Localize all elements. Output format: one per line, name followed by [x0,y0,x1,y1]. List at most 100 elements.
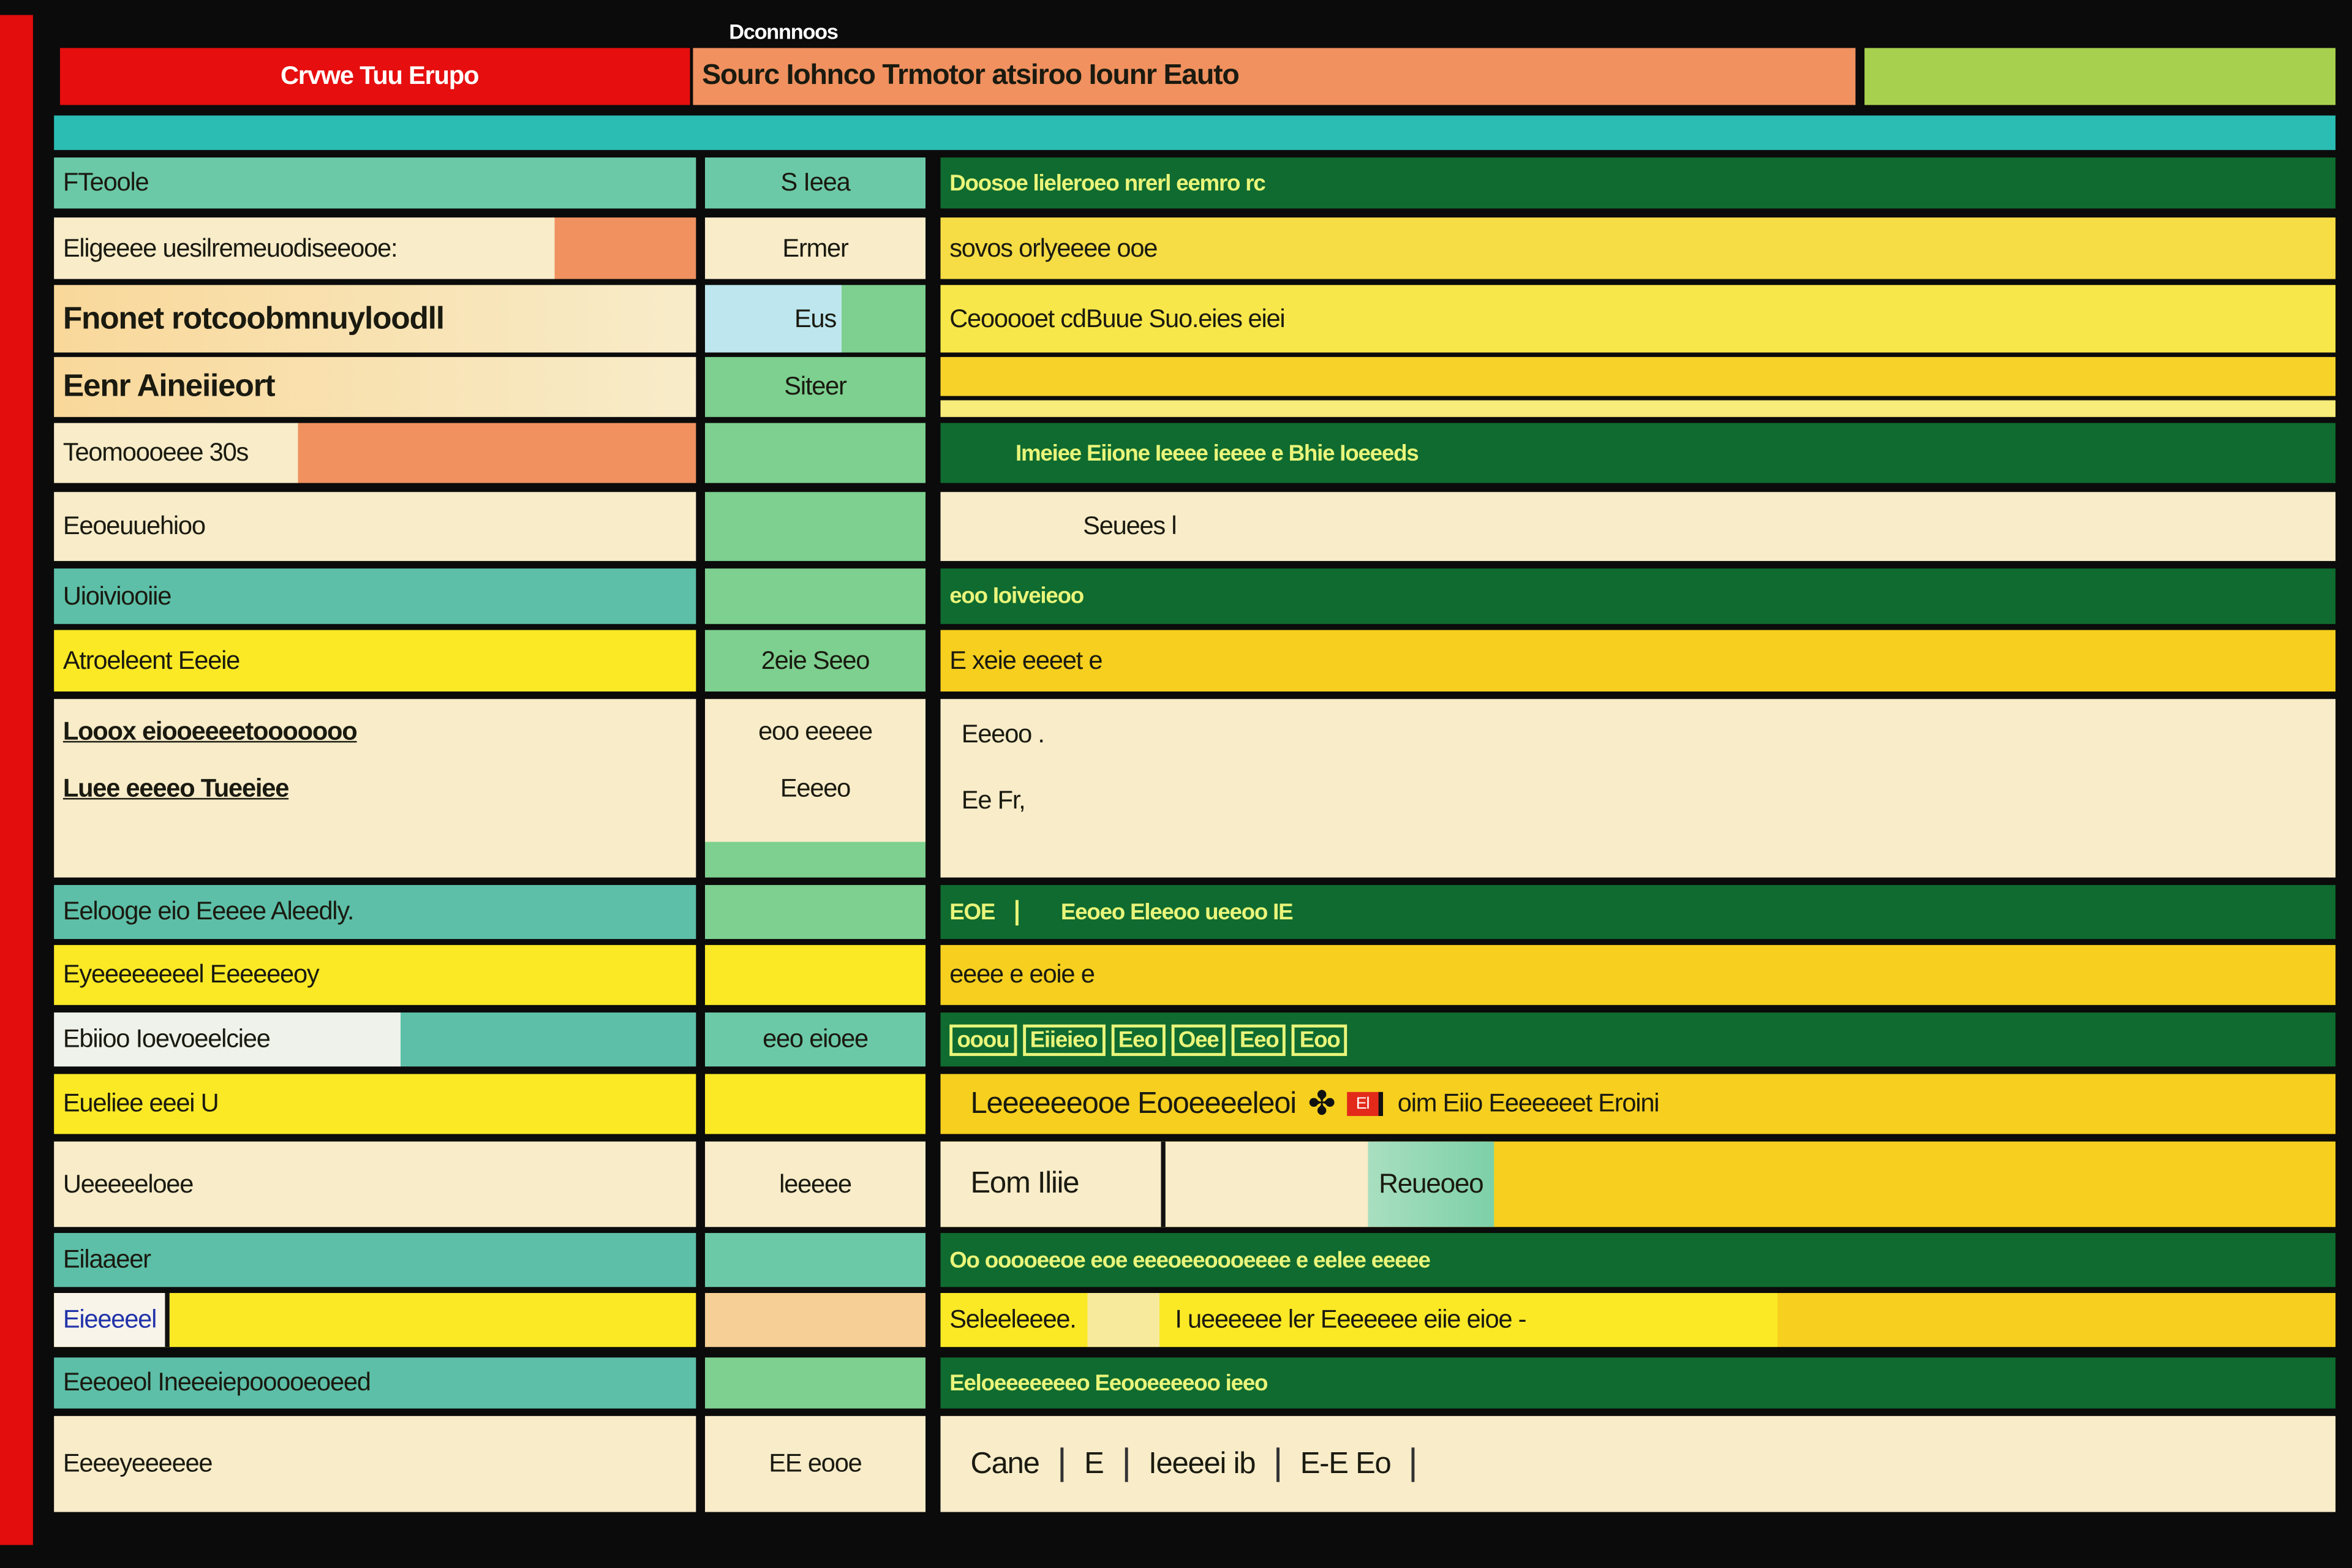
row-value[interactable] [705,1074,926,1134]
row-value[interactable]: eoo eeeee Eeeeo [705,699,926,878]
row-detail[interactable]: Oo ooooeeoe eoe eeeoeeoooeeee e eelee ee… [940,1233,2336,1287]
row-value[interactable] [705,944,926,1005]
detail-text-secondary: eiei [1248,303,1286,333]
detail-text-secondary: Ee Fr, [961,786,1026,815]
detail-text: Eeloeeeeeeeo Eeooeeeeoo ieeo [949,1370,1268,1396]
app-label: Crvwe Tuu Erupo [59,48,690,105]
row-detail[interactable]: Ceooooet cdBuue Suo.eies eiei [940,285,2336,353]
row-label[interactable]: Ueeeeeloee [54,1141,696,1227]
row-value[interactable]: Siteer [705,356,926,417]
row-detail[interactable]: Eeloeeeeeeeo Eeooeeeeoo ieeo [940,1357,2336,1409]
detail-text: Seuees l [1083,511,1177,540]
segment[interactable]: Cane [949,1447,1063,1482]
row-label[interactable]: Atroeleent Eeeie [54,630,696,692]
detail-text: eoo Ioiveieoo [949,583,1084,609]
detail-text-secondary: oim Eiio Eeeeeeet Eroini [1397,1088,1660,1118]
row-label[interactable]: Eenr Aineiieort [54,356,696,417]
row-label[interactable]: Eueliee eeei U [54,1074,696,1134]
header-status-block [1864,48,2336,105]
row-link[interactable]: Eieeeeel [54,1293,170,1348]
row-detail[interactable]: Seleeleeee. I ueeeeee ler Eeeeeee eiie ei… [940,1293,2336,1348]
row-value[interactable] [705,884,926,940]
row-value[interactable]: S Ieea [705,157,926,209]
row-value[interactable] [705,568,926,624]
segment[interactable]: Ieeeei ib [1128,1447,1280,1482]
row-value[interactable] [705,1293,926,1348]
row-value[interactable] [705,1357,926,1409]
row-value[interactable] [705,492,926,561]
row-value[interactable]: eeo eioee [705,1012,926,1067]
row-label[interactable]: Ebiioo Ioevoeelciee [54,1012,696,1067]
row-detail[interactable]: ooou Eiieieo Eeo Oee Eeo Eoo [940,1012,2336,1067]
row-label-line: Luee eeeeo Tueeiee [62,774,289,803]
row-label[interactable]: Eeeoeol Ineeeiepooooeoeed [54,1357,696,1409]
tag-chip[interactable]: Eoo [1292,1023,1348,1055]
row-detail[interactable]: EOE Eeoeo Eleeoo ueeoo IE [940,884,2336,940]
row-value[interactable]: leeeee [705,1141,926,1227]
row-label[interactable]: Eyeeeeeeeel Eeeeeeoy [54,944,696,1005]
row-label[interactable]: Eieeeeel [54,1293,696,1348]
tag-chip[interactable]: Eiieieo [1022,1023,1105,1055]
alert-badge[interactable]: El [1347,1091,1383,1117]
tag-chip[interactable]: Eeo [1110,1023,1165,1055]
segment[interactable]: E [1063,1447,1128,1482]
detail-input[interactable]: I ueeeeee ler Eeeeeee eiie eioe - [1088,1293,1527,1348]
toolbar-strip[interactable] [54,115,2336,150]
row-value[interactable] [705,423,926,483]
row-value[interactable]: Eus [705,285,926,353]
field-label: Eom Iliie [940,1141,1166,1227]
row-value[interactable] [705,1233,926,1287]
detail-text: Doosoe lieleroeo nrerl eemro rc [949,170,1266,196]
row-value[interactable]: Ermer [705,217,926,279]
row-detail[interactable] [940,356,2336,417]
row-label[interactable]: Fnonet rotcoobmnuyloodll [54,285,696,353]
row-value-line: eoo eeeee [758,717,873,746]
detail-text: eeee e eoie e [949,960,1095,989]
row-label[interactable]: Uioiviooiie [54,568,696,624]
header-subtitle: Sourc Iohnco Trmotor atsiroo Iounr Eauto [693,48,1856,105]
detail-text: Seleeleeee. [949,1305,1077,1334]
action-button[interactable]: Reueoeo [1368,1141,1494,1227]
row-value[interactable]: 2eie Seeo [705,630,926,692]
row-detail[interactable]: Eom Iliie Reueoeo [940,1141,2336,1227]
row-label[interactable]: FTeoole [54,157,696,209]
detail-text: Ceooooet cdBuue Suo.eies [949,303,1243,333]
flower-icon: ✤ [1308,1084,1336,1122]
detail-text: EOE [949,899,995,925]
row-label[interactable]: Eelooge eio Eeeee Aleedly. [54,884,696,940]
left-accent-bar [0,15,33,1545]
detail-text: E xeie eeeet e [949,646,1102,674]
row-label[interactable]: Eeoeuuehioo [54,492,696,561]
row-label[interactable]: Eligeeee uesilremeuodiseeooe: [54,217,696,279]
detail-text: sovos orlyeeee ooe [949,233,1158,262]
row-detail[interactable]: eoo Ioiveieoo [940,568,2336,624]
row-label[interactable]: Teomoooeee 30s [54,423,696,483]
row-detail[interactable]: Cane E Ieeeei ib E-E Eo [940,1415,2336,1512]
field-spacer [1165,1141,1368,1227]
detail-text: Eeeoo . [961,720,1045,749]
row-detail[interactable]: Doosoe lieleroeo nrerl eemro rc [940,157,2336,209]
row-detail[interactable]: E xeie eeeet e [940,630,2336,692]
window-title: Dconnnoos [729,19,839,44]
tag-chip[interactable]: Eeo [1232,1023,1286,1055]
tag-chip[interactable]: Oee [1170,1023,1226,1055]
detail-text: Oo ooooeeoe eoe eeeoeeoooeeee e eelee ee… [949,1247,1431,1273]
row-label[interactable]: Looox eiooeeeetooooooo Luee eeeeo Tueeiee [54,699,696,878]
detail-text: Leeeeeeooe Eooeeeeleoi [970,1087,1297,1120]
row-label-line: Looox eiooeeeetooooooo [62,717,358,746]
row-label[interactable]: Eeeeyeeeeee [54,1415,696,1512]
row-value-line: Eeeeo [780,774,851,803]
row-detail[interactable]: eeee e eoie e [940,944,2336,1005]
row-label[interactable]: Eilaaeer [54,1233,696,1287]
row-detail[interactable]: Leeeeeeooe Eooeeeeleoi ✤ El oim Eiio Eeeeee… [940,1074,2336,1134]
segment[interactable]: E-E Eo [1279,1447,1415,1482]
row-detail[interactable]: Seuees l [940,492,2336,561]
detail-text: Imeiee Eiione Ieeee ieeee e Bhie Ioeeeds [1015,440,1419,466]
row-detail[interactable]: Eeeoo . Ee Fr, [940,699,2336,878]
row-detail[interactable]: Imeiee Eiione Ieeee ieeee e Bhie Ioeeeds [940,423,2336,483]
tag-chip[interactable]: ooou [949,1023,1017,1055]
detail-text-secondary: Eeoeo Eleeoo ueeoo IE [1016,899,1294,925]
row-detail[interactable]: sovos orlyeeee ooe [940,217,2336,279]
row-value[interactable]: EE eooe [705,1415,926,1512]
